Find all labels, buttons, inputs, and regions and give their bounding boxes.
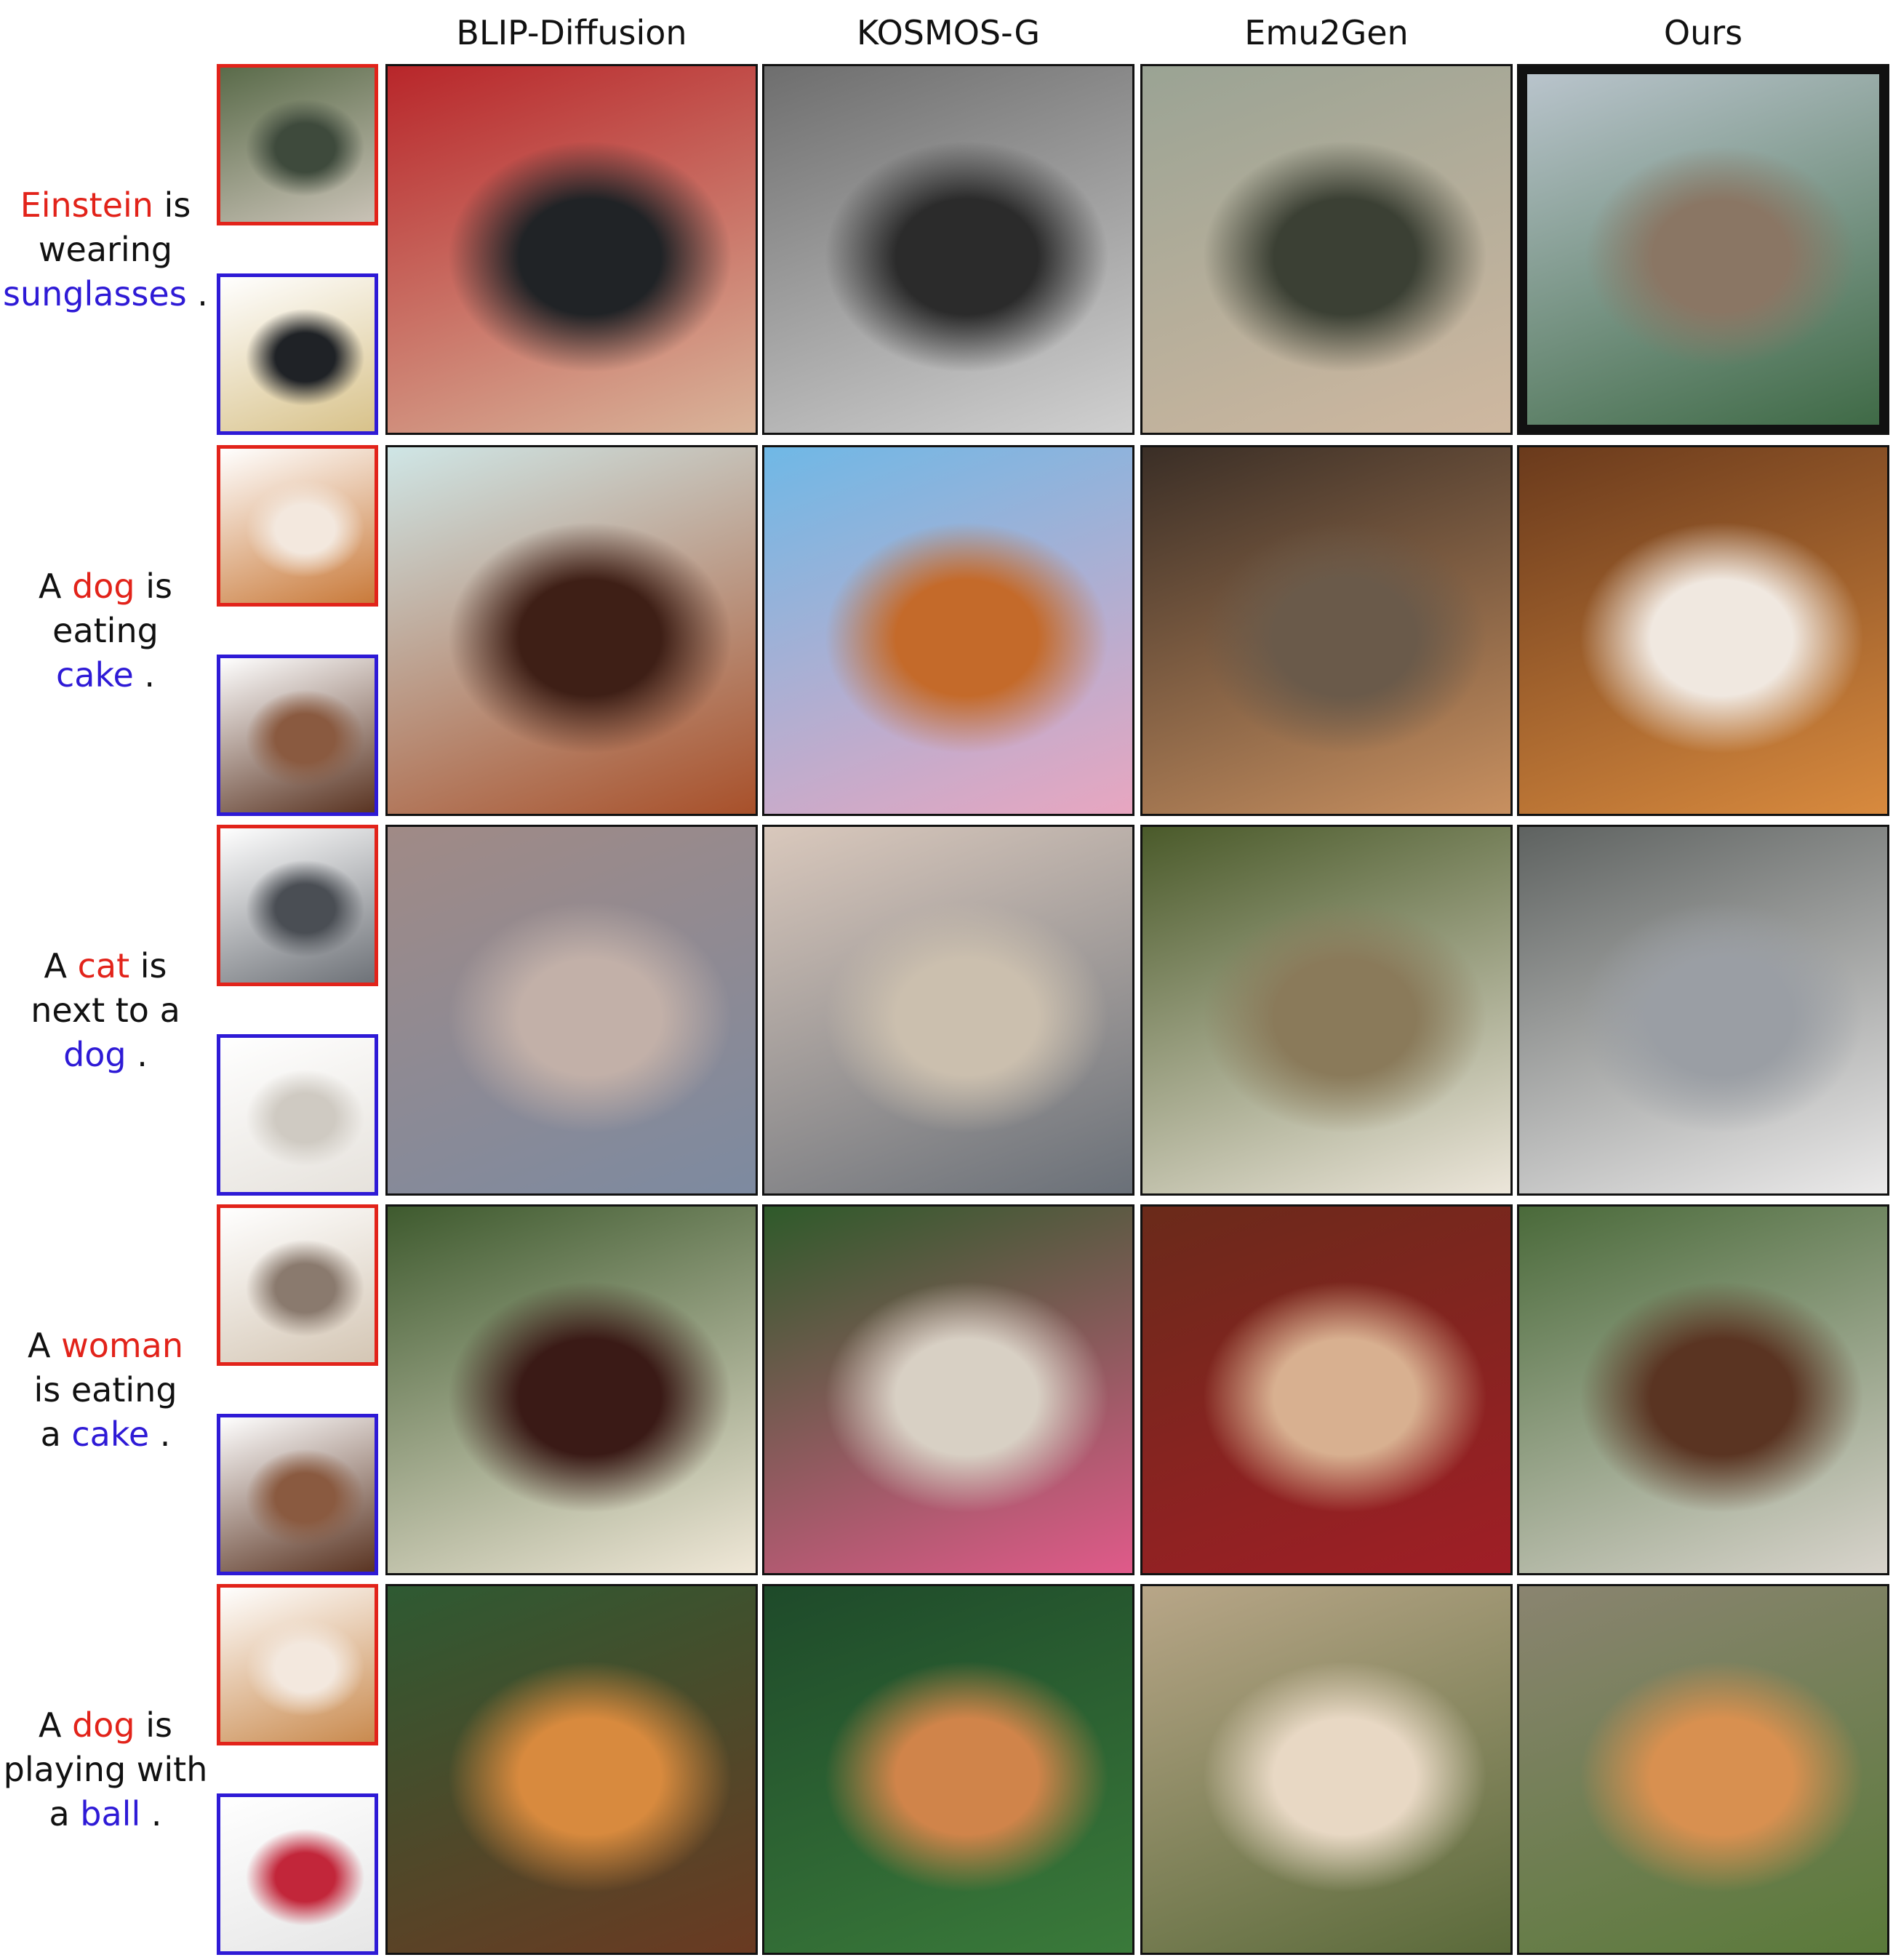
prompt-text: a	[40, 1414, 72, 1454]
generated-image-emu2gen	[1140, 64, 1513, 435]
reference-object-image	[217, 655, 378, 816]
generated-image-emu2gen	[1140, 1584, 1513, 1955]
prompt-text: .	[149, 1414, 171, 1454]
column-header-kosmos-g: KOSMOS-G	[856, 13, 1041, 52]
prompt-subject-word: dog	[72, 1705, 135, 1745]
reference-subject-image	[217, 1584, 378, 1745]
prompt-text: playing with	[3, 1749, 208, 1789]
prompt-object-word: cake	[71, 1414, 150, 1454]
reference-object-image	[217, 1793, 378, 1955]
generated-image-kosmos-g	[762, 445, 1134, 816]
prompt-object-word: dog	[63, 1034, 127, 1074]
reference-subject-image	[217, 64, 378, 225]
prompt-text: next to a	[31, 990, 180, 1030]
generated-image-kosmos-g	[762, 1584, 1134, 1955]
prompt-text: A	[38, 566, 73, 606]
generated-image-kosmos-g	[762, 1204, 1134, 1575]
generated-image-blip-diffusion	[385, 445, 758, 816]
column-header-blip-diffusion: BLIP-Diffusion	[456, 13, 687, 52]
column-header-emu2gen: Emu2Gen	[1244, 13, 1409, 52]
reference-object-image	[217, 1034, 378, 1196]
prompt-text: is	[135, 566, 172, 606]
reference-object-image	[217, 1414, 378, 1575]
prompt-text: A	[38, 1705, 73, 1745]
generated-image-emu2gen	[1140, 825, 1513, 1196]
prompt-object-word: ball	[80, 1793, 141, 1833]
prompt-text: is	[135, 1705, 172, 1745]
generated-image-emu2gen	[1140, 445, 1513, 816]
prompt-row-4: A woman is eating a cake .	[0, 1324, 211, 1457]
prompt-object-word: sunglasses	[3, 273, 187, 313]
column-header-ours: Ours	[1663, 13, 1743, 52]
generated-image-ours	[1517, 445, 1889, 816]
prompt-text: wearing	[38, 229, 173, 269]
prompt-subject-word: Einstein	[20, 185, 153, 225]
generated-image-kosmos-g	[762, 64, 1134, 435]
generated-image-ours	[1517, 1204, 1889, 1575]
prompt-text: .	[186, 273, 208, 313]
prompt-object-word: cake	[55, 655, 134, 695]
reference-subject-image	[217, 445, 378, 607]
prompt-text: .	[140, 1793, 162, 1833]
prompt-subject-word: cat	[77, 945, 130, 985]
generated-image-blip-diffusion	[385, 1584, 758, 1955]
generated-image-ours	[1517, 825, 1889, 1196]
prompt-subject-word: dog	[72, 566, 135, 606]
prompt-text: A	[44, 945, 78, 985]
prompt-row-2: A dog is eating cake .	[0, 564, 211, 697]
prompt-row-5: A dog is playing with a ball .	[0, 1703, 211, 1836]
generated-image-blip-diffusion	[385, 1204, 758, 1575]
prompt-text: is	[153, 185, 191, 225]
prompt-text: .	[133, 655, 156, 695]
generated-image-blip-diffusion	[385, 825, 758, 1196]
prompt-text: is eating	[33, 1369, 177, 1409]
prompt-row-3: A cat is next to a dog .	[0, 944, 211, 1077]
generated-image-kosmos-g	[762, 825, 1134, 1196]
prompt-subject-word: woman	[61, 1325, 183, 1365]
prompt-text: a	[49, 1793, 81, 1833]
prompt-text: is	[129, 945, 167, 985]
reference-subject-image	[217, 1204, 378, 1366]
generated-image-ours	[1517, 1584, 1889, 1955]
reference-object-image	[217, 273, 378, 435]
generated-image-emu2gen	[1140, 1204, 1513, 1575]
prompt-row-1: Einstein is wearing sunglasses .	[0, 183, 211, 316]
reference-subject-image	[217, 825, 378, 986]
prompt-text: .	[126, 1034, 148, 1074]
prompt-text: A	[27, 1325, 62, 1365]
generated-image-ours	[1517, 64, 1889, 435]
generated-image-blip-diffusion	[385, 64, 758, 435]
prompt-text: eating	[52, 610, 159, 650]
